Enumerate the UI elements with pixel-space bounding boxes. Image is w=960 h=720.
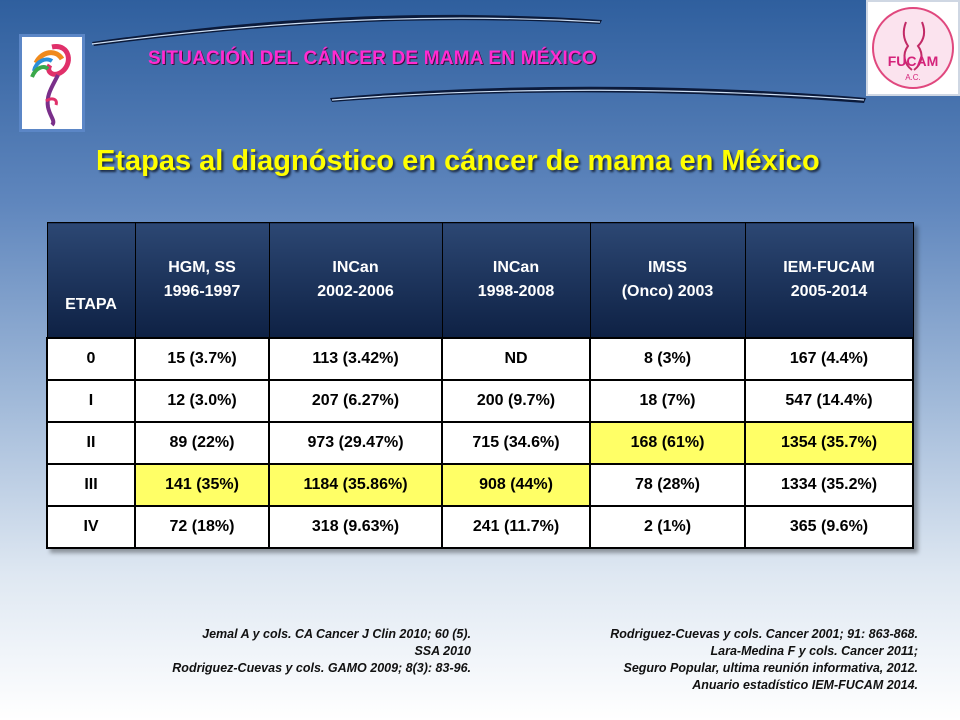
table-header-row: ETAPA HGM, SS 1996-1997 INCan 2002-2006 … (46, 222, 914, 339)
table-cell: 973 (29.47%) (268, 421, 443, 465)
column-header-imss: IMSS (Onco) 2003 (589, 222, 746, 339)
reference-line: Lara-Medina F y cols. Cancer 2011; (710, 644, 919, 658)
table-cell: 89 (22%) (134, 421, 270, 465)
column-header-line: HGM, SS (168, 259, 236, 276)
table-cell: 547 (14.4%) (744, 379, 914, 423)
column-header-iem-fucam: IEM-FUCAM 2005-2014 (744, 222, 914, 339)
stage-cell: I (46, 379, 136, 423)
reference-line: Seguro Popular, ultima reunión informati… (623, 661, 918, 675)
fucam-logo: FUCAM A.C. (866, 0, 960, 96)
stage-cell: II (46, 421, 136, 465)
table-cell: ND (441, 337, 591, 381)
references-left: Jemal A y cols. CA Cancer J Clin 2010; 6… (172, 626, 471, 677)
table-row: IV 72 (18%) 318 (9.63%) 241 (11.7%) 2 (1… (46, 505, 914, 549)
table-cell: 72 (18%) (134, 505, 270, 549)
column-header-line: IMSS (647, 259, 688, 276)
table-row: II 89 (22%) 973 (29.47%) 715 (34.6%) 168… (46, 421, 914, 465)
reference-line: SSA 2010 (414, 644, 471, 658)
diagnosis-stage-table: ETAPA HGM, SS 1996-1997 INCan 2002-2006 … (46, 222, 914, 549)
table-cell: 15 (3.7%) (134, 337, 270, 381)
table-cell: 113 (3.42%) (268, 337, 443, 381)
header-title: SITUACIÓN DEL CÁNCER DE MAMA EN MÉXICO (148, 48, 597, 69)
left-logo (19, 34, 85, 132)
ribbon-figure-icon (30, 44, 71, 127)
column-header-line: 2002-2006 (317, 283, 394, 300)
fucam-logo-text: FUCAM (888, 53, 939, 69)
table-cell: 207 (6.27%) (268, 379, 443, 423)
reference-line: Anuario estadístico IEM-FUCAM 2014. (692, 678, 918, 692)
table-cell: 167 (4.4%) (744, 337, 914, 381)
column-header-line: (Onco) 2003 (621, 283, 714, 300)
table-cell: 365 (9.6%) (744, 505, 914, 549)
table-row: 0 15 (3.7%) 113 (3.42%) ND 8 (3%) 167 (4… (46, 337, 914, 381)
column-header-line: 1996-1997 (163, 283, 241, 300)
stage-cell: III (46, 463, 136, 507)
reference-line: Rodriguez-Cuevas y cols. Cancer 2001; 91… (610, 627, 918, 641)
highlighted-cell: 1354 (35.7%) (744, 421, 914, 465)
table-cell: 200 (9.7%) (441, 379, 591, 423)
table-cell: 1334 (35.2%) (744, 463, 914, 507)
highlighted-cell: 168 (61%) (589, 421, 746, 465)
column-header-etapa: ETAPA (46, 222, 136, 339)
column-header-line: INCan (492, 259, 540, 276)
column-header-line: 1998-2008 (477, 283, 555, 300)
highlighted-cell: 908 (44%) (441, 463, 591, 507)
table-cell: 241 (11.7%) (441, 505, 591, 549)
column-header-hgm: HGM, SS 1996-1997 (134, 222, 270, 339)
highlighted-cell: 1184 (35.86%) (268, 463, 443, 507)
column-header-line: 2005-2014 (790, 283, 868, 300)
header-swoosh-decoration (91, 14, 866, 103)
reference-line: Jemal A y cols. CA Cancer J Clin 2010; 6… (202, 627, 471, 641)
column-header-line: IEM-FUCAM (783, 259, 875, 276)
column-header-line: INCan (332, 259, 379, 276)
fucam-logo-subtext: A.C. (905, 73, 921, 82)
highlighted-cell: 141 (35%) (134, 463, 270, 507)
column-header-incan-2002: INCan 2002-2006 (268, 222, 443, 339)
table-cell: 8 (3%) (589, 337, 746, 381)
table-cell: 18 (7%) (589, 379, 746, 423)
table-cell: 12 (3.0%) (134, 379, 270, 423)
stage-cell: 0 (46, 337, 136, 381)
reference-line: Rodriguez-Cuevas y cols. GAMO 2009; 8(3)… (172, 661, 471, 675)
column-header-line: ETAPA (65, 296, 117, 313)
table-cell: 715 (34.6%) (441, 421, 591, 465)
table-cell: 2 (1%) (589, 505, 746, 549)
page-title: Etapas al diagnóstico en cáncer de mama … (96, 145, 820, 177)
fucam-logo-icon: FUCAM A.C. (872, 7, 954, 89)
stage-cell: IV (46, 505, 136, 549)
table-row: I 12 (3.0%) 207 (6.27%) 200 (9.7%) 18 (7… (46, 379, 914, 423)
table-cell: 318 (9.63%) (268, 505, 443, 549)
column-header-incan-1998: INCan 1998-2008 (441, 222, 591, 339)
table-row: III 141 (35%) 1184 (35.86%) 908 (44%) 78… (46, 463, 914, 507)
table-cell: 78 (28%) (589, 463, 746, 507)
references-right: Rodriguez-Cuevas y cols. Cancer 2001; 91… (610, 626, 918, 694)
